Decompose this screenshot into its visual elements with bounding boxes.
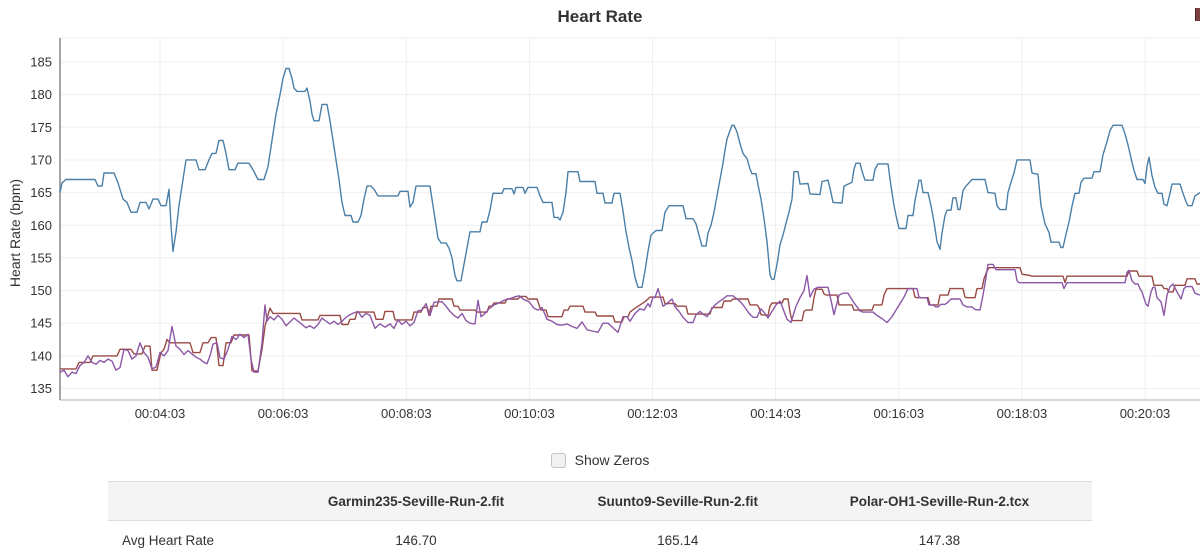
heart-rate-chart[interactable]: 135 140 145 150 155 160 165 170 175 180 185 00:04:0… [0, 0, 1200, 430]
svg-text:00:16:03: 00:16:03 [873, 406, 924, 421]
show-zeros-control: Show Zeros [0, 448, 1200, 472]
svg-text:00:10:03: 00:10:03 [504, 406, 555, 421]
stats-table: Garmin235-Seville-Run-2.fit Suunto9-Sevi… [108, 481, 1092, 558]
chart-title: Heart Rate [557, 7, 643, 26]
avg-value-polar: 147.38 [918, 532, 961, 548]
table-row-avg-heart-rate: Avg Heart Rate 146.70 165.14 147.38 [108, 521, 1092, 558]
svg-text:145: 145 [30, 316, 52, 331]
series-Garmin235-Seville-Run-2.fit [60, 267, 1200, 372]
svg-text:00:14:03: 00:14:03 [750, 406, 801, 421]
table-header-row: Garmin235-Seville-Run-2.fit Suunto9-Sevi… [108, 482, 1092, 521]
avg-value-suunto: 165.14 [657, 532, 699, 548]
svg-text:185: 185 [30, 55, 52, 70]
show-zeros-checkbox[interactable] [550, 452, 566, 468]
svg-text:165: 165 [30, 185, 52, 200]
show-zeros-label[interactable]: Show Zeros [574, 452, 650, 468]
svg-text:180: 180 [30, 87, 52, 102]
svg-text:170: 170 [30, 152, 52, 167]
table-header-polar: Polar-OH1-Seville-Run-2.tcx [849, 493, 1030, 509]
series-Polar-OH1-Seville-Run-2.tcx [59, 263, 1200, 378]
series-Suunto9-Seville-Run-2.fit [59, 67, 1200, 288]
table-header-suunto: Suunto9-Seville-Run-2.fit [597, 493, 758, 509]
svg-text:135: 135 [30, 381, 52, 396]
svg-text:00:08:03: 00:08:03 [381, 406, 432, 421]
svg-text:175: 175 [30, 120, 52, 135]
row-label: Avg Heart Rate [122, 532, 215, 548]
svg-text:155: 155 [30, 250, 52, 265]
legend-cutoff-marker[interactable] [1195, 8, 1200, 21]
svg-text:150: 150 [30, 283, 52, 298]
svg-text:00:18:03: 00:18:03 [997, 406, 1048, 421]
svg-text:140: 140 [30, 348, 52, 363]
avg-value-garmin: 146.70 [395, 532, 437, 548]
svg-text:00:20:03: 00:20:03 [1120, 406, 1171, 421]
svg-text:00:04:03: 00:04:03 [135, 406, 186, 421]
svg-text:160: 160 [30, 218, 52, 233]
svg-text:00:12:03: 00:12:03 [627, 406, 678, 421]
svg-text:00:06:03: 00:06:03 [258, 406, 309, 421]
table-header-garmin: Garmin235-Seville-Run-2.fit [327, 493, 505, 509]
